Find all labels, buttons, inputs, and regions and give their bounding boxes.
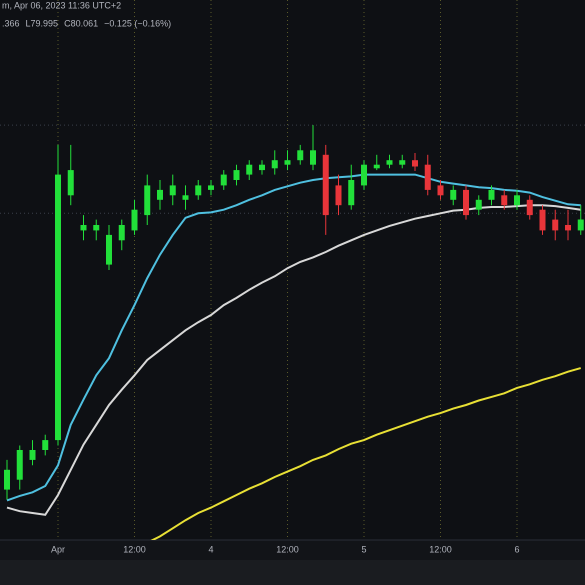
candle-body	[233, 170, 240, 180]
candle-body	[259, 164, 265, 171]
candle-body	[577, 219, 584, 231]
ohlc-value: C80.061	[64, 18, 98, 28]
candle-body	[144, 185, 151, 216]
candle-body	[220, 174, 227, 186]
chart-title: m, Apr 06, 2023 11:36 UTC+2	[2, 0, 121, 10]
candle-body	[361, 164, 367, 186]
x-tick-label: 12:00	[276, 544, 299, 554]
candle-body	[565, 225, 571, 231]
bottom-bar	[0, 560, 585, 585]
candle-body	[322, 154, 329, 216]
candle-body	[246, 164, 253, 175]
candle-body	[450, 189, 457, 200]
candle-body	[386, 160, 393, 165]
candle-body	[131, 209, 138, 231]
candle-body	[297, 150, 304, 161]
candle-body	[437, 185, 444, 196]
candle-body	[373, 164, 380, 169]
candle-body	[195, 185, 202, 196]
candle-body	[514, 195, 520, 206]
candle-body	[67, 170, 74, 196]
candle-body	[208, 185, 214, 190]
candle-body	[488, 189, 495, 200]
candle-body	[271, 160, 278, 169]
candle-body	[169, 185, 176, 196]
ma-line	[6, 173, 581, 502]
candle-body	[348, 180, 355, 206]
candle-body	[412, 160, 418, 167]
plot	[0, 0, 585, 540]
candle-body	[157, 189, 163, 200]
candle-body	[29, 450, 36, 460]
x-tick-label: 12:00	[123, 544, 146, 554]
candle-body	[335, 185, 342, 206]
candle-body	[284, 160, 291, 165]
candle-body	[399, 160, 406, 165]
candle-body	[552, 219, 559, 231]
candle-body	[539, 209, 546, 231]
plot-background	[0, 0, 585, 540]
candle-body	[93, 225, 100, 231]
candle-body	[118, 225, 125, 241]
x-tick-label: 4	[208, 544, 213, 554]
candle-body	[475, 199, 482, 210]
candle-body	[55, 174, 61, 441]
candle-body	[106, 234, 112, 265]
candle-body	[310, 150, 316, 165]
candle-body	[4, 469, 10, 490]
candle-body	[182, 195, 189, 200]
ohlc-value: −0.125 (−0.16%)	[104, 18, 171, 28]
candle-body	[80, 225, 87, 231]
ma-line	[6, 204, 581, 516]
time-axis	[0, 540, 585, 560]
candle-body	[42, 440, 49, 450]
x-tick-label: 6	[514, 544, 519, 554]
x-tick-label: 5	[361, 544, 366, 554]
candle-body	[463, 189, 469, 216]
candle-body	[501, 195, 508, 206]
x-tick-label: Apr	[51, 544, 65, 554]
ohlc-value: L79.995	[26, 18, 59, 28]
candle-body	[424, 164, 431, 190]
candle-body	[16, 450, 23, 480]
ma-line	[150, 367, 582, 540]
x-tick-label: 12:00	[429, 544, 452, 554]
ohlc-value: .366	[2, 18, 20, 28]
candle-body	[526, 199, 533, 216]
